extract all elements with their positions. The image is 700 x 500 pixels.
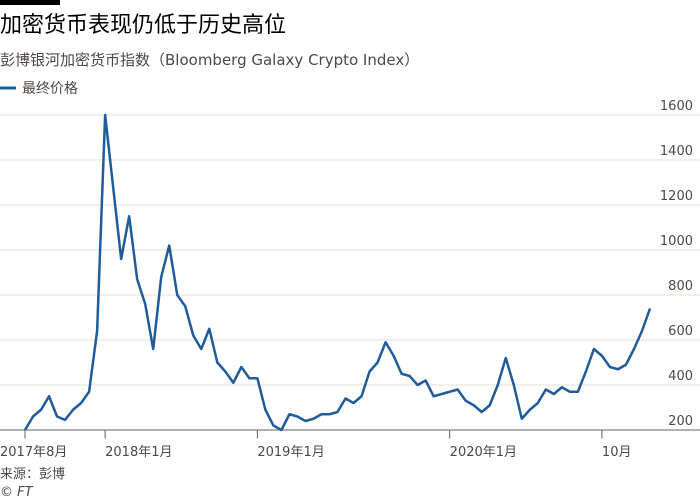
x-tick-label: 2019年1月 (257, 445, 324, 460)
chart-subtitle: 彭博银河加密货币指数（Bloomberg Galaxy Crypto Index… (0, 51, 419, 69)
y-tick-label: 1000 (660, 234, 693, 249)
ft-bar (0, 0, 60, 5)
price-line (23, 113, 652, 432)
credit: © FT (0, 485, 34, 500)
y-tick-label: 600 (668, 324, 693, 339)
source: 来源：彭博 (0, 467, 65, 482)
y-tick-label: 1600 (660, 99, 693, 114)
x-tick-label: 2018年1月 (105, 445, 172, 460)
y-tick-label: 400 (668, 369, 693, 384)
y-tick-label: 800 (668, 279, 693, 294)
y-tick-label: 1400 (660, 144, 693, 159)
x-tick-label: 2017年8月 (0, 445, 67, 460)
x-tick-label: 10月 (602, 445, 632, 460)
x-tick-label: 2020年1月 (450, 445, 517, 460)
chart-title: 加密货币表现仍低于历史高位 (0, 13, 286, 38)
y-tick-label: 200 (668, 414, 693, 429)
legend-label: 最终价格 (22, 81, 78, 97)
y-tick-label: 1200 (660, 189, 693, 204)
